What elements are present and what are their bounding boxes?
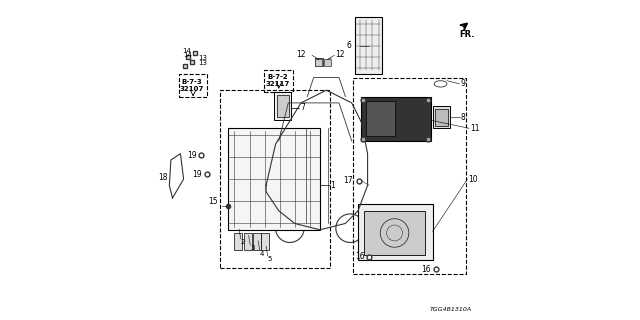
- Text: 4: 4: [260, 251, 264, 257]
- Bar: [276, 95, 289, 117]
- Text: 14: 14: [184, 52, 193, 58]
- Text: 16: 16: [421, 265, 431, 274]
- Bar: [264, 69, 293, 92]
- Text: FR.: FR.: [459, 30, 474, 39]
- Text: 12: 12: [296, 50, 306, 59]
- Text: 6: 6: [346, 41, 351, 50]
- Text: B-7-2
32117: B-7-2 32117: [266, 74, 290, 87]
- Bar: [253, 233, 261, 251]
- Text: 1: 1: [330, 181, 335, 190]
- Text: 15: 15: [208, 197, 218, 206]
- Text: 12: 12: [335, 50, 345, 59]
- Bar: [358, 204, 433, 260]
- Text: TGG4B1310A: TGG4B1310A: [430, 307, 472, 312]
- Bar: [353, 77, 466, 274]
- Bar: [274, 92, 291, 120]
- Text: 7: 7: [300, 103, 305, 112]
- Bar: [435, 108, 447, 126]
- Bar: [228, 128, 320, 230]
- Bar: [364, 211, 425, 255]
- Bar: [244, 233, 252, 251]
- Bar: [433, 106, 450, 128]
- Text: 13: 13: [198, 55, 207, 61]
- Text: 19: 19: [188, 151, 197, 160]
- Bar: [324, 60, 331, 67]
- Text: 9: 9: [460, 79, 465, 88]
- Text: B-7-3
32107: B-7-3 32107: [180, 79, 204, 92]
- Bar: [316, 59, 323, 67]
- Bar: [316, 60, 322, 67]
- Text: 11: 11: [470, 124, 479, 133]
- Text: 16: 16: [355, 252, 364, 261]
- Text: 8: 8: [460, 113, 465, 122]
- Text: 13: 13: [198, 60, 207, 66]
- Bar: [234, 233, 243, 251]
- Text: 10: 10: [468, 174, 478, 184]
- Text: 3: 3: [250, 245, 255, 251]
- Text: 5: 5: [268, 256, 272, 262]
- Bar: [261, 233, 269, 251]
- Text: 14: 14: [182, 48, 191, 53]
- Text: 17: 17: [344, 176, 353, 185]
- Bar: [366, 101, 394, 136]
- Text: 19: 19: [193, 170, 202, 179]
- Bar: [361, 97, 431, 141]
- Bar: [355, 17, 382, 74]
- Text: 2: 2: [241, 239, 245, 245]
- Bar: [179, 74, 207, 97]
- Text: 18: 18: [158, 173, 168, 182]
- Bar: [220, 90, 330, 268]
